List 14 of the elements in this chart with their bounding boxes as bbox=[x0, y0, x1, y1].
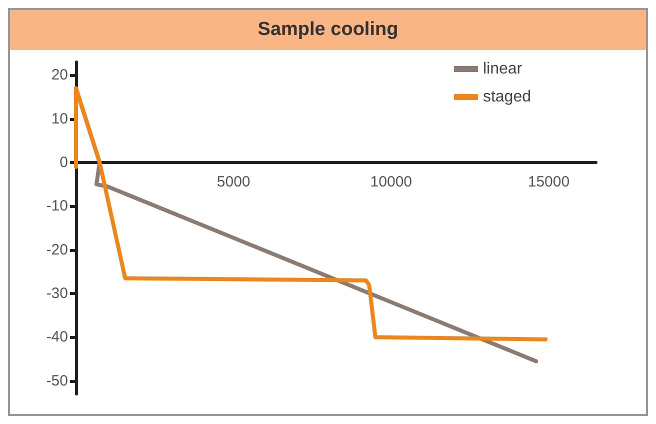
y-tick-label: 20 bbox=[51, 66, 68, 84]
x-tick-label: 15000 bbox=[528, 173, 570, 190]
legend-label: staged bbox=[482, 88, 532, 106]
y-tick-label: -10 bbox=[46, 198, 68, 215]
y-tick-label: -20 bbox=[46, 241, 68, 258]
y-tick-label: 0 bbox=[60, 154, 68, 171]
chart-title: Sample cooling bbox=[10, 10, 646, 50]
y-tick-label: -50 bbox=[46, 372, 68, 390]
y-tick-label: 10 bbox=[51, 110, 68, 128]
x-tick-label: 5000 bbox=[216, 173, 250, 190]
y-tick-label: -30 bbox=[46, 285, 68, 302]
x-tick-label: 10000 bbox=[370, 173, 412, 190]
legend-label: linear bbox=[482, 60, 523, 78]
y-tick-label: -40 bbox=[46, 328, 68, 346]
